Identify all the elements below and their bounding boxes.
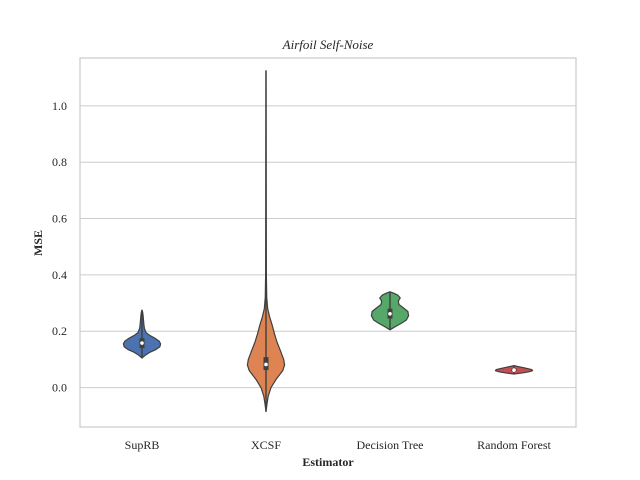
x-tick-label: Random Forest — [477, 438, 551, 452]
violin-random-forest — [494, 364, 534, 375]
violins — [122, 70, 534, 413]
y-tick-label: 0.0 — [52, 381, 67, 395]
violin-suprb — [122, 309, 162, 359]
x-tick-label: Decision Tree — [357, 438, 424, 452]
violin-xcsf — [246, 70, 286, 413]
violin-median-dot — [512, 368, 516, 372]
x-tick-labels: SupRB XCSF Decision Tree Random Forest — [125, 438, 552, 452]
grid-lines — [80, 105, 576, 389]
y-tick-labels: 0.0 0.2 0.4 0.6 0.8 1.0 — [52, 99, 67, 395]
violin-median-dot — [264, 362, 268, 367]
x-axis-label: Estimator — [302, 455, 354, 469]
y-axis-label: MSE — [31, 230, 45, 256]
y-tick-label: 0.2 — [52, 324, 67, 338]
violin-median-dot — [140, 341, 144, 345]
violin-decision-tree — [370, 291, 410, 331]
y-tick-label: 0.4 — [52, 268, 67, 282]
plot-frame — [79, 57, 577, 428]
x-tick-label: XCSF — [251, 438, 281, 452]
x-tick-label: SupRB — [125, 438, 160, 452]
chart-title: Airfoil Self-Noise — [282, 37, 374, 52]
y-tick-label: 0.8 — [52, 155, 67, 169]
y-tick-label: 0.6 — [52, 212, 67, 226]
y-tick-label: 1.0 — [52, 99, 67, 113]
violin-median-dot — [388, 311, 392, 316]
